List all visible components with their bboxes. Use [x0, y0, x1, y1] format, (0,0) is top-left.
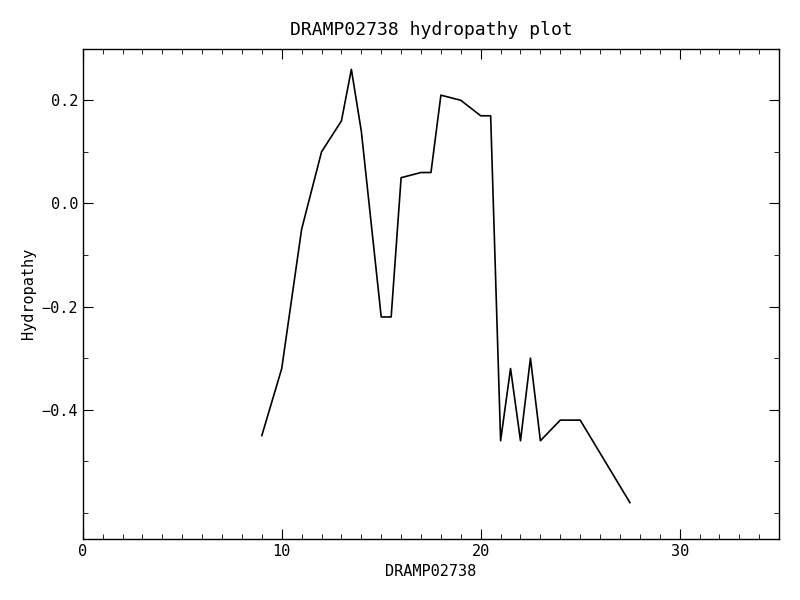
Y-axis label: Hydropathy: Hydropathy: [21, 248, 36, 340]
Title: DRAMP02738 hydropathy plot: DRAMP02738 hydropathy plot: [290, 21, 572, 39]
X-axis label: DRAMP02738: DRAMP02738: [386, 564, 477, 579]
